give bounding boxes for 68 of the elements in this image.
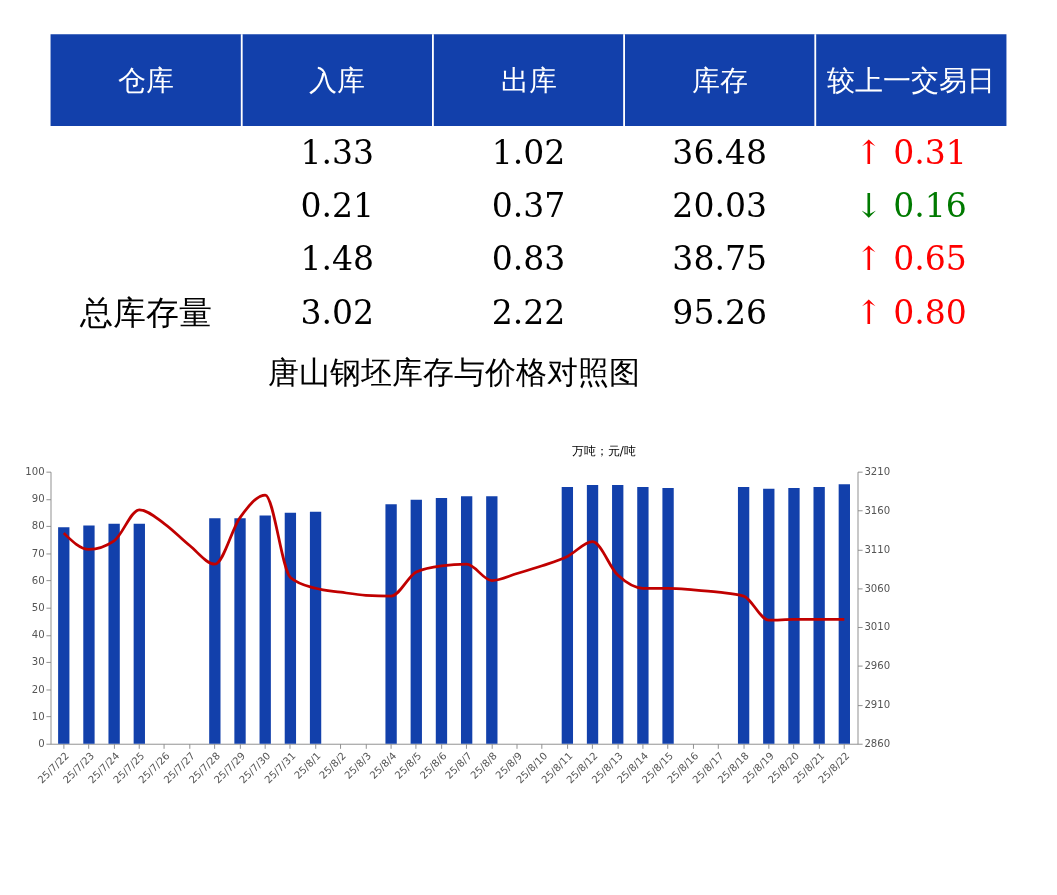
bar: [662, 488, 674, 744]
text: 20.03: [672, 186, 768, 226]
bar: [259, 515, 271, 744]
y-tick-label: 40: [31, 629, 45, 641]
bar: [486, 496, 498, 744]
text: ↑ 0.80: [854, 292, 967, 332]
text: 1.02: [491, 132, 566, 172]
y-tick-label: 50: [31, 601, 45, 613]
bar: [788, 488, 800, 744]
bar: [813, 486, 825, 744]
bar: [309, 511, 322, 744]
text: 0.83: [491, 239, 566, 279]
text: 0.37: [491, 186, 566, 226]
y-tick-label: 20: [31, 683, 45, 695]
bar: [435, 498, 448, 744]
category-label: 较上一交易日: [826, 64, 995, 98]
bar: [838, 484, 850, 744]
chart-title: 唐山钢坯库存与价格对照图: [268, 353, 641, 390]
category-label: 入库: [309, 64, 366, 98]
text: 0.21: [300, 186, 375, 226]
text: 95.26: [672, 292, 768, 332]
y-tick-label: 70: [31, 547, 45, 559]
y-tick-label: 10: [31, 710, 45, 722]
text: 3.02: [300, 292, 375, 332]
bar: [284, 512, 297, 744]
bar: [763, 488, 775, 744]
category-label: 出库: [500, 64, 557, 98]
text: 36.48: [672, 132, 768, 172]
bar: [83, 525, 95, 744]
y2-tick-label: 2960: [864, 660, 891, 672]
bar: [460, 496, 473, 744]
text: 1.33: [300, 132, 375, 172]
y-tick-label: 100: [25, 465, 45, 477]
bar: [108, 523, 120, 744]
y2-tick-label: 2860: [864, 737, 891, 749]
y-tick-label: 60: [31, 574, 45, 586]
text: 2.22: [491, 292, 566, 332]
text: 万吨；元/吨: [571, 444, 636, 459]
bar: [586, 485, 599, 744]
category-label: 仓库: [118, 64, 175, 98]
y2-tick-label: 3210: [864, 465, 891, 477]
bar: [561, 486, 574, 744]
category-label: 库存: [691, 64, 748, 98]
bar: [133, 523, 145, 744]
text: ↑ 0.31: [854, 132, 967, 172]
text: 1.48: [300, 239, 375, 279]
y2-tick-label: 2910: [864, 699, 891, 711]
bar: [410, 499, 422, 744]
y2-tick-label: 3160: [864, 504, 891, 516]
bar: [612, 485, 624, 744]
y2-tick-label: 3060: [864, 582, 891, 594]
y-tick-label: 0: [38, 737, 45, 749]
text: ↓ 0.16: [854, 186, 967, 226]
y-tick-label: 90: [31, 493, 45, 505]
bar: [58, 527, 70, 744]
line-series: [62, 493, 846, 622]
bar: [385, 504, 397, 744]
y2-tick-label: 3010: [864, 621, 891, 633]
y2-tick-label: 3110: [864, 543, 891, 555]
bar: [209, 518, 221, 744]
bar: [637, 486, 649, 744]
category-label: 总库存量: [80, 292, 213, 332]
y-tick-label: 30: [31, 656, 45, 668]
bar: [737, 486, 750, 744]
text: ↑ 0.65: [854, 239, 967, 279]
text: 38.75: [672, 239, 768, 279]
bar: [234, 518, 246, 744]
y-tick-label: 80: [31, 520, 45, 532]
